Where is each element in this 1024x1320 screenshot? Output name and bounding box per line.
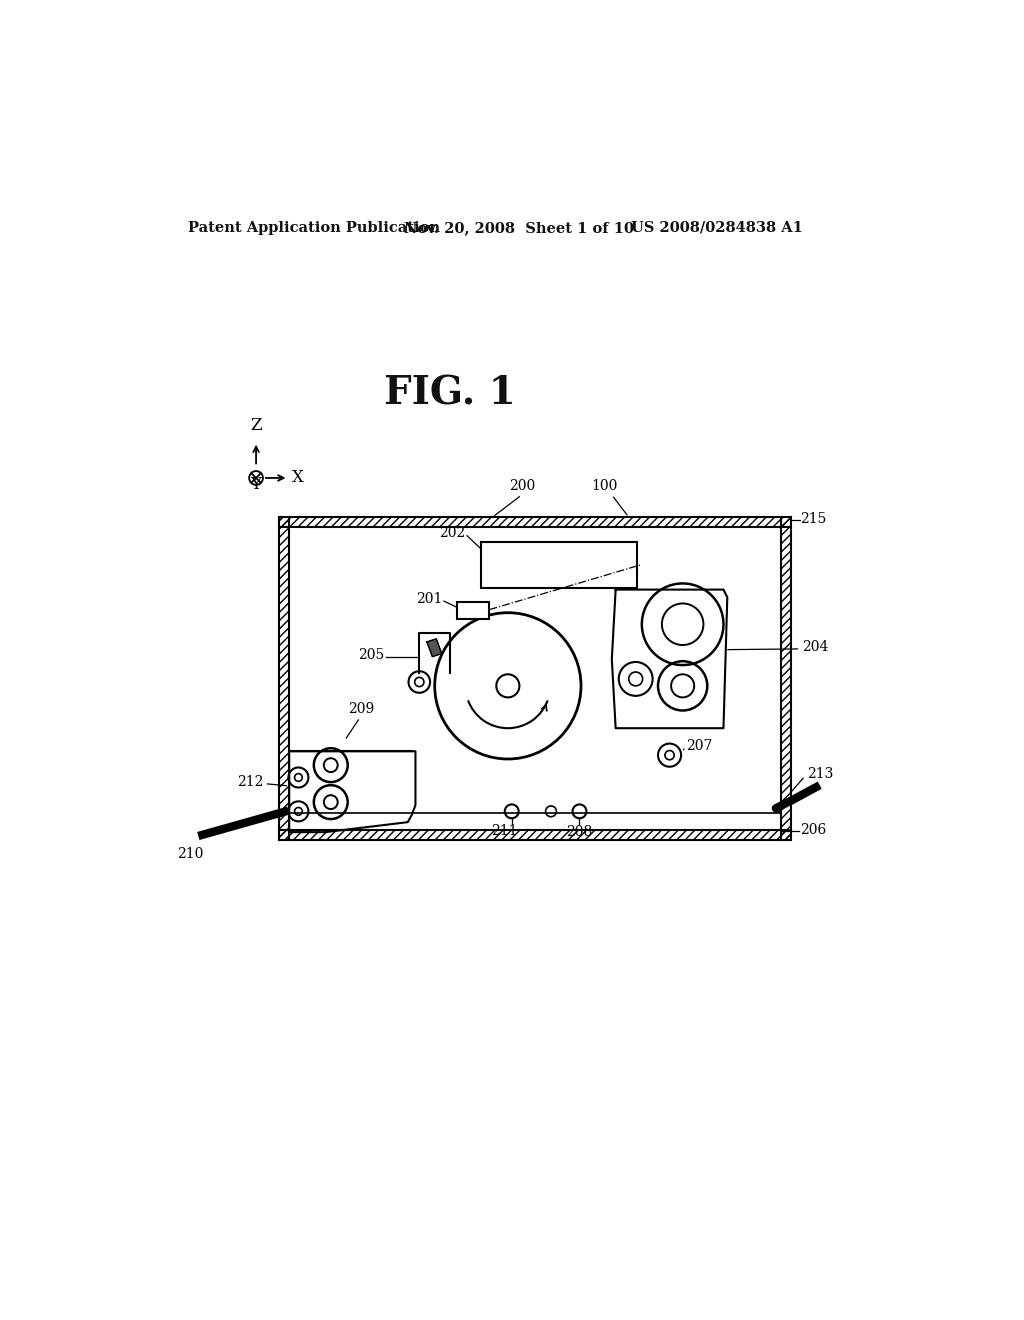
Bar <box>289 527 781 830</box>
Text: 207: 207 <box>686 739 713 752</box>
Text: X: X <box>292 470 304 487</box>
Polygon shape <box>427 639 441 656</box>
Text: 202: 202 <box>439 527 466 540</box>
Bar <box>481 543 637 589</box>
Text: 204: 204 <box>802 640 828 655</box>
Bar <box>457 602 489 619</box>
Text: 215: 215 <box>801 512 826 525</box>
Text: 205: 205 <box>358 648 385 663</box>
Bar <box>781 517 792 840</box>
Bar <box>280 830 792 840</box>
Text: 211: 211 <box>492 824 518 838</box>
Text: Nov. 20, 2008  Sheet 1 of 10: Nov. 20, 2008 Sheet 1 of 10 <box>403 220 634 235</box>
Text: 208: 208 <box>566 825 593 840</box>
Text: 201: 201 <box>416 591 442 606</box>
Text: US 2008/0284838 A1: US 2008/0284838 A1 <box>631 220 803 235</box>
Bar <box>280 517 792 527</box>
Text: 209: 209 <box>348 702 375 715</box>
Text: 200: 200 <box>509 479 535 494</box>
Text: Patent Application Publication: Patent Application Publication <box>188 220 440 235</box>
Text: 213: 213 <box>807 767 833 781</box>
Text: 100: 100 <box>591 479 617 494</box>
Text: 210: 210 <box>177 847 204 861</box>
Text: 206: 206 <box>801 822 826 837</box>
Bar <box>280 517 289 840</box>
Text: Y: Y <box>251 477 261 494</box>
Text: FIG. 1: FIG. 1 <box>384 375 516 412</box>
Text: 212: 212 <box>237 775 263 789</box>
Text: Z: Z <box>250 417 262 434</box>
